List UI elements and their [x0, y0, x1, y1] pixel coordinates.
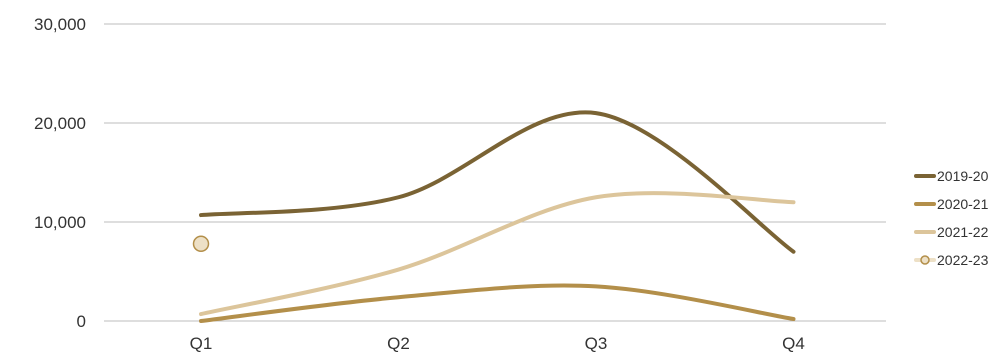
x-tick-label: Q1	[190, 334, 213, 353]
legend-item-2019-20: 2019-20	[914, 168, 989, 184]
x-tick-label: Q2	[387, 334, 410, 353]
legend-item-2020-21: 2020-21	[914, 196, 989, 212]
legend: 2019-20 2020-21 2021-22 2022-23	[914, 168, 989, 268]
y-tick-label: 10,000	[34, 213, 86, 232]
series-lines	[192, 110, 796, 323]
series-line-2019-20	[199, 110, 796, 254]
y-axis-ticks: 0 10,000 20,000 30,000	[34, 15, 86, 331]
legend-label: 2020-21	[937, 196, 989, 212]
x-tick-label: Q3	[585, 334, 608, 353]
legend-item-2021-22: 2021-22	[914, 224, 989, 240]
legend-marker	[920, 255, 930, 265]
data-point-2022-23	[192, 235, 210, 253]
y-tick-label: 0	[77, 312, 86, 331]
series-line-2020-21	[199, 283, 796, 323]
series-line-2021-22	[199, 191, 796, 317]
x-axis-ticks: Q1 Q2 Q3 Q4	[190, 334, 805, 353]
gridlines	[104, 23, 886, 322]
legend-label: 2021-22	[937, 224, 989, 240]
x-tick-label: Q4	[782, 334, 805, 353]
y-tick-label: 30,000	[34, 15, 86, 34]
legend-label: 2022-23	[937, 252, 989, 268]
y-tick-label: 20,000	[34, 114, 86, 133]
legend-label: 2019-20	[937, 168, 989, 184]
legend-item-2022-23: 2022-23	[914, 252, 989, 268]
